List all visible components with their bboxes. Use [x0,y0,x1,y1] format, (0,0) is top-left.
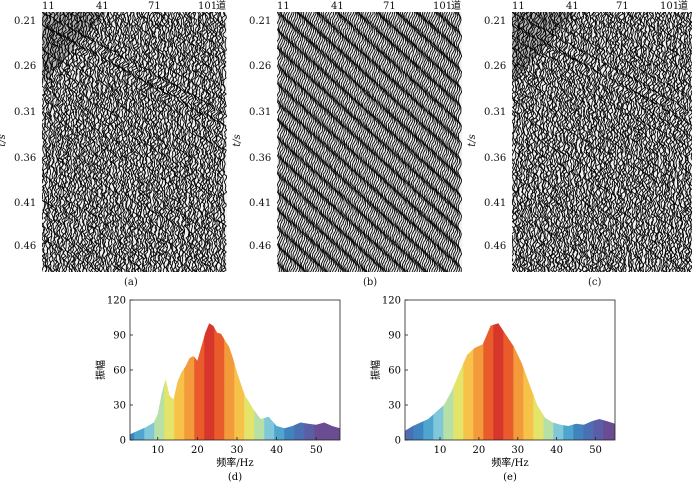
trace-tick-11: 11 [512,1,525,12]
y-axis-label: t/s [0,134,8,147]
seismic-wiggles [512,12,692,272]
x-tick-label: 50 [310,445,323,456]
time-tick: 0.31 [14,107,37,118]
y-tick-label: 120 [107,296,126,307]
time-tick: 0.36 [249,153,272,164]
y-axis-label: 振幅 [94,360,107,380]
time-tick: 0.36 [484,153,507,164]
y-tick-label: 90 [388,331,401,342]
y-axis-label: 振幅 [369,360,382,380]
trace-tick-71: 71 [148,1,161,12]
seismic-image-a [42,12,227,272]
trace-unit: 道 [451,1,461,12]
time-tick: 0.41 [249,198,272,209]
caption-c: (c) [588,277,602,288]
trace-unit: 道 [216,1,226,12]
trace-tick-11: 11 [42,1,55,12]
time-tick: 0.36 [14,153,37,164]
time-tick: 0.31 [484,107,507,118]
seismic-panel-b: 11 41 71 101 道 0.21 0.26 0.31 0.36 0.41 … [231,0,470,290]
time-tick: 0.46 [14,241,37,252]
x-axis-label: 频率/Hz [491,456,528,469]
x-tick-label: 10 [434,445,447,456]
y-axis-label: t/s [231,134,243,147]
spectrum-chart-e: 0 30 60 90 120 10 20 30 40 50 频率/Hz 振幅 (e) [365,290,625,484]
time-tick: 0.21 [249,16,272,27]
time-tick: 0.31 [249,107,272,118]
y-axis-label: t/s [466,134,478,147]
trace-tick-101: 101 [433,1,453,12]
x-tick-label: 10 [151,445,164,456]
trace-tick-101: 101 [660,1,680,12]
caption-a: (a) [124,277,138,288]
trace-tick-41: 41 [331,1,344,12]
y-tick-label: 60 [113,366,126,377]
spectrum-chart-d: 0 30 60 90 120 10 20 30 40 50 频率/Hz 振幅 (d) [90,290,350,484]
caption-b: (b) [363,277,378,288]
y-tick-label: 0 [395,436,401,447]
time-tick: 0.41 [14,198,37,209]
x-tick-label: 50 [589,445,602,456]
y-tick-label: 120 [382,296,401,307]
chart-caption: (d) [228,472,242,483]
seismic-wiggles [42,12,227,272]
time-tick: 0.46 [249,241,272,252]
trace-tick-71: 71 [616,1,629,12]
spectrum-plot-d: 0 30 60 90 120 10 20 30 40 50 频率/Hz 振幅 (d) [94,296,341,483]
time-tick: 0.41 [484,198,507,209]
seismic-wiggles [277,12,462,272]
chart-caption: (e) [503,472,517,483]
seismic-panel-c: 11 41 71 101 道 0.21 0.26 0.31 0.36 0.41 … [466,0,700,290]
trace-tick-71: 71 [383,1,396,12]
trace-tick-101: 101 [198,1,218,12]
seismic-image-c [512,12,692,272]
x-tick-label: 40 [550,445,563,456]
time-tick: 0.26 [14,61,37,72]
x-tick-label: 30 [231,445,244,456]
trace-tick-11: 11 [277,1,290,12]
time-tick: 0.21 [14,16,37,27]
y-tick-label: 30 [113,401,126,412]
x-tick-label: 20 [191,445,204,456]
time-tick: 0.26 [249,61,272,72]
spectrum-plot-e: 0 30 60 90 120 10 20 30 40 50 频率/Hz 振幅 (e) [369,296,616,483]
spectrum-area [405,323,615,440]
y-tick-label: 60 [388,366,401,377]
x-tick-label: 20 [473,445,486,456]
x-tick-label: 40 [270,445,283,456]
seismic-panel-a: 11 41 71 101 道 0.21 0.26 0.31 0.36 0.41 … [0,0,235,290]
trace-tick-41: 41 [96,1,109,12]
time-tick: 0.21 [484,16,507,27]
y-tick-label: 90 [113,331,126,342]
y-tick-label: 30 [388,401,401,412]
x-axis-label: 频率/Hz [216,456,253,469]
time-tick: 0.46 [484,241,507,252]
seismic-image-b [277,12,462,272]
trace-tick-41: 41 [566,1,579,12]
time-tick: 0.26 [484,61,507,72]
y-tick-label: 0 [120,436,126,447]
x-tick-label: 30 [511,445,524,456]
trace-unit: 道 [678,1,688,12]
